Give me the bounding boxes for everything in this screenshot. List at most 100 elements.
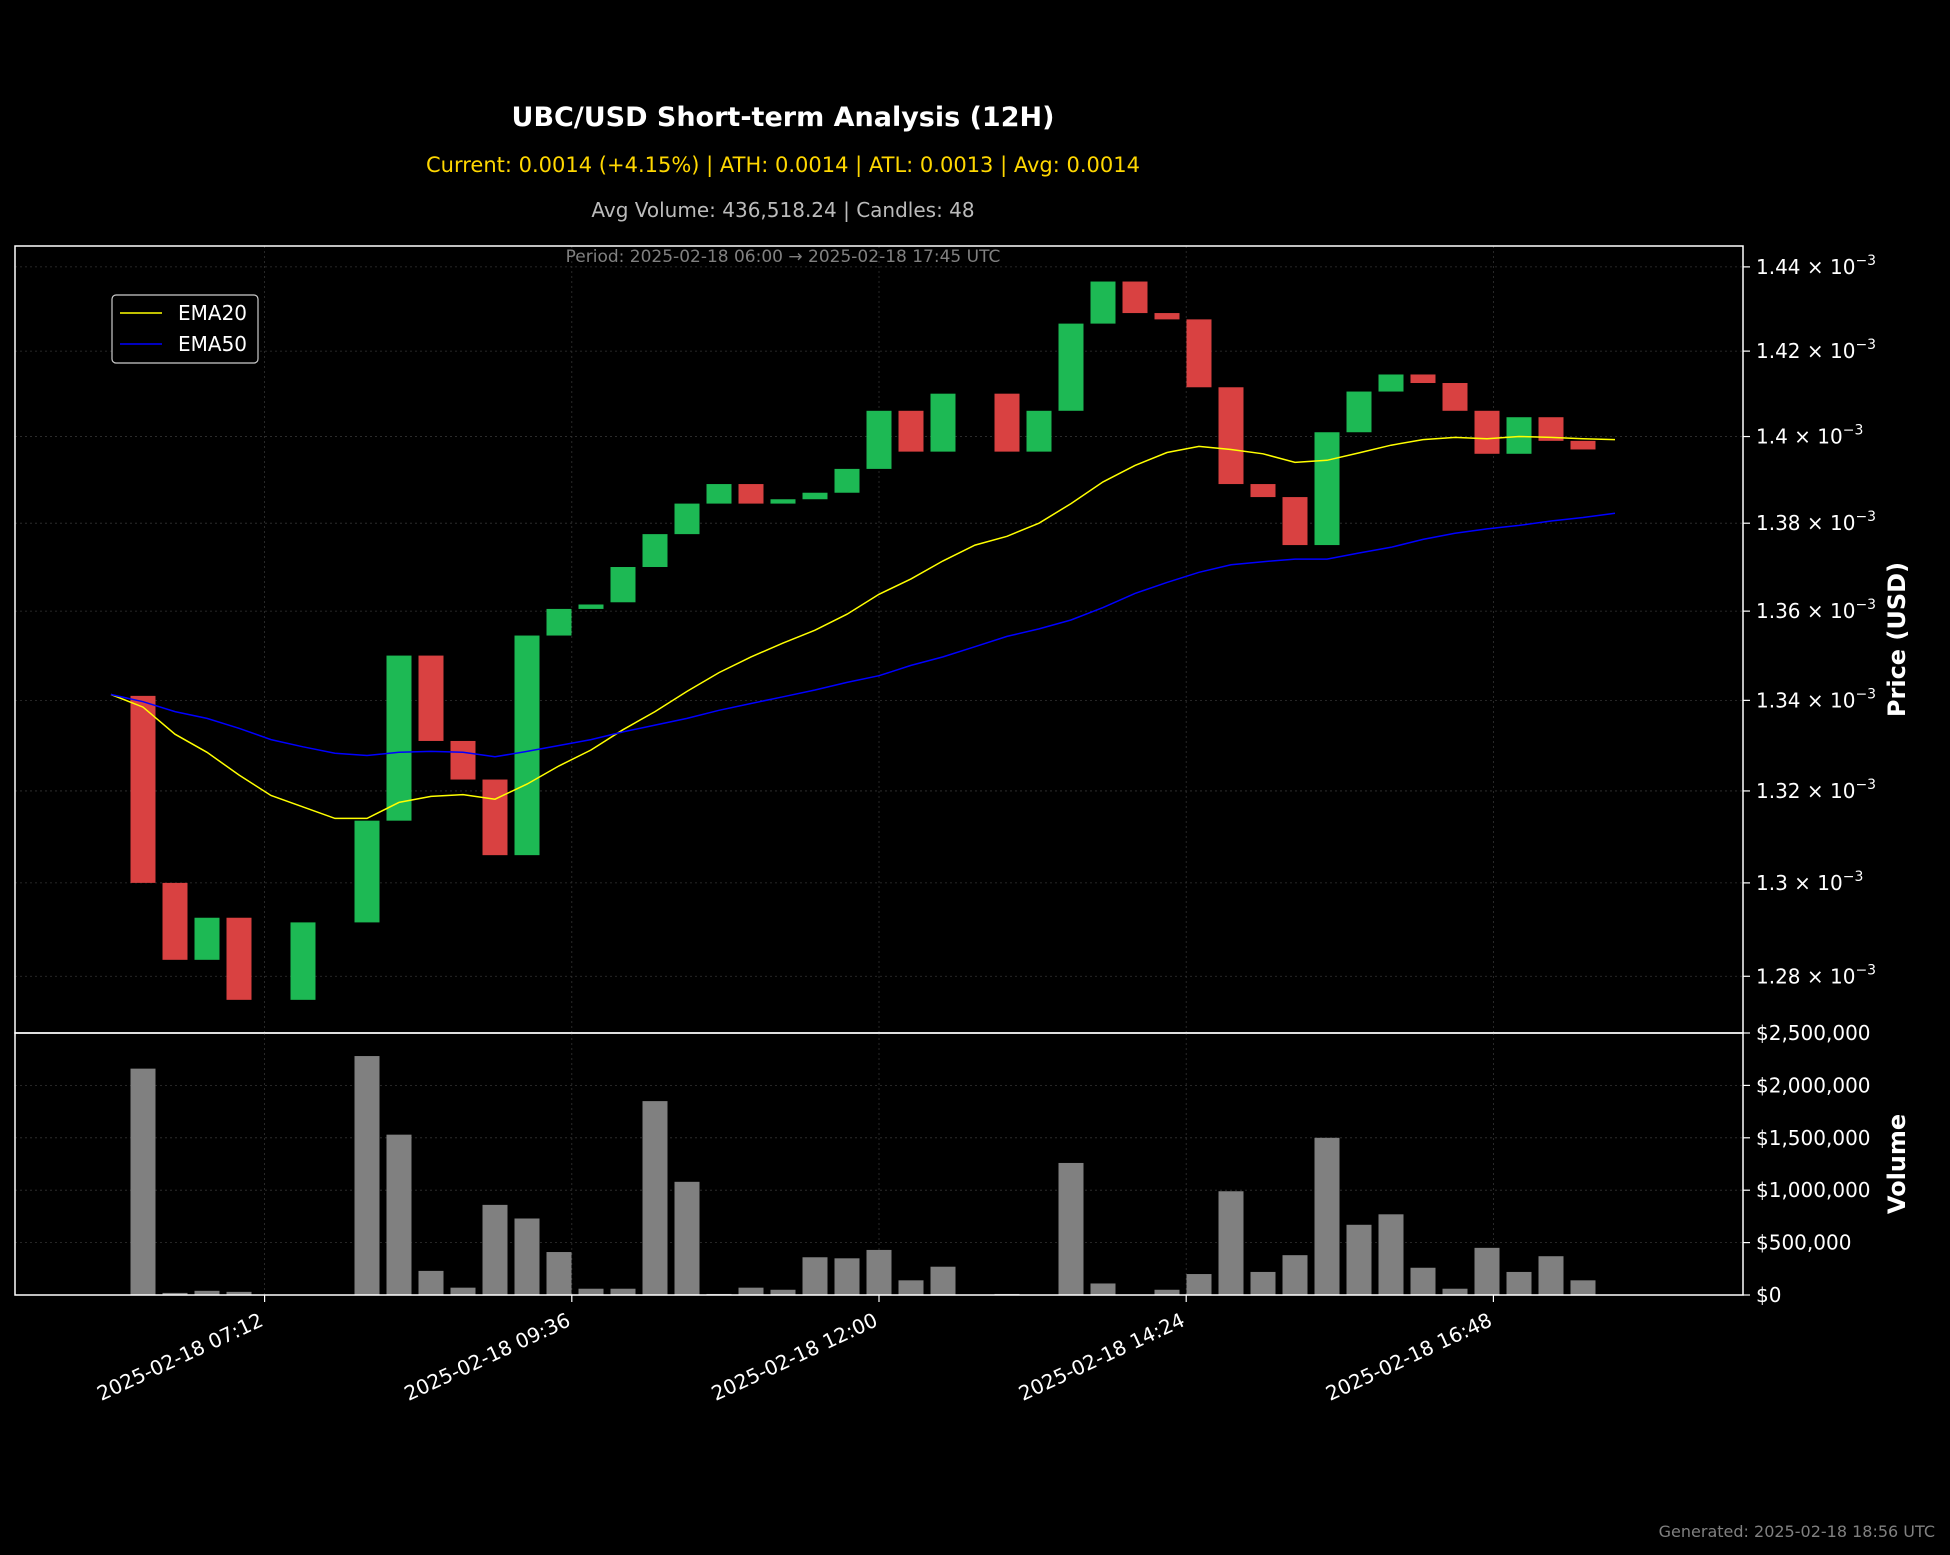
price-grid	[15, 266, 1743, 977]
volume-bars-layer	[130, 1056, 1596, 1295]
volume-axis-ticks: $0 $500,000 $1,000,000 $1,500,000 $2,000,000…	[1743, 1021, 1871, 1307]
candle	[578, 604, 604, 609]
legend-box	[111, 294, 259, 364]
volume-bar	[1282, 1255, 1308, 1295]
candle	[1090, 281, 1116, 324]
candle	[290, 922, 316, 1000]
volume-bar	[130, 1068, 156, 1295]
volume-bar	[546, 1252, 572, 1295]
candle	[1506, 417, 1532, 454]
candle	[450, 740, 476, 780]
volume-bar	[642, 1101, 668, 1295]
candle	[1474, 410, 1500, 454]
stats-subtitle: Current: 0.0014 (+4.15%) | ATH: 0.0014 |…	[426, 153, 1140, 178]
candle	[866, 410, 892, 469]
price-axis-label: Price (USD)	[1883, 562, 1911, 717]
candle	[1570, 440, 1596, 450]
volume-bar	[834, 1258, 860, 1295]
candle	[130, 695, 156, 883]
volume-bar	[770, 1289, 796, 1295]
volume-bar	[610, 1288, 636, 1295]
candle	[1378, 374, 1404, 392]
candle	[482, 779, 508, 856]
candle	[1442, 383, 1468, 411]
price-tick-label: 1.3 × 10−3	[1756, 869, 1863, 895]
candle	[674, 503, 700, 535]
candle	[834, 468, 860, 493]
volume-bar	[1154, 1289, 1180, 1295]
volume-bar	[194, 1290, 220, 1295]
generated-footer: Generated: 2025-02-18 18:56 UTC	[1659, 1522, 1935, 1541]
volume-bar	[1058, 1162, 1084, 1295]
candle	[354, 820, 380, 923]
candle	[226, 917, 252, 1000]
volume-bar	[1346, 1224, 1372, 1295]
candle	[1538, 417, 1564, 441]
volume-bar	[1090, 1283, 1116, 1295]
candle	[642, 534, 668, 568]
period-label: Period: 2025-02-18 06:00 → 2025-02-18 17…	[566, 247, 1001, 267]
volume-subtitle: Avg Volume: 436,518.24 | Candles: 48	[591, 198, 974, 222]
price-tick-label: 1.28 × 10−3	[1756, 962, 1876, 988]
price-tick-label: 1.34 × 10−3	[1756, 686, 1876, 712]
candle	[418, 655, 444, 741]
price-axis-ticks: 1.28 × 10−3 1.3 × 10−3 1.32 × 10−3 1.34 × 1…	[1743, 253, 1876, 988]
candle	[162, 882, 188, 960]
volume-bar	[1442, 1288, 1468, 1295]
candle	[514, 635, 540, 856]
candle	[1058, 323, 1084, 411]
time-grid-volume	[264, 1033, 1494, 1295]
volume-tick-label: $500,000	[1756, 1231, 1851, 1255]
candle	[930, 393, 956, 452]
volume-bar	[1314, 1137, 1340, 1295]
volume-bar	[1570, 1280, 1596, 1295]
candle	[386, 655, 412, 821]
candle	[1314, 432, 1340, 546]
volume-tick-label: $2,000,000	[1756, 1073, 1871, 1097]
price-tick-label: 1.32 × 10−3	[1756, 777, 1876, 803]
volume-bar	[898, 1280, 924, 1295]
candle	[1154, 313, 1180, 320]
volume-bar	[1506, 1271, 1532, 1295]
candle	[1250, 484, 1276, 498]
volume-bar	[1250, 1271, 1276, 1295]
candle	[610, 567, 636, 603]
volume-tick-label: $1,500,000	[1756, 1126, 1871, 1150]
candle	[1218, 387, 1244, 485]
volume-bar	[1218, 1191, 1244, 1295]
volume-bar	[738, 1287, 764, 1295]
volume-bar	[1186, 1274, 1212, 1295]
volume-bar	[674, 1181, 700, 1295]
volume-axis-label: Volume	[1883, 1114, 1911, 1214]
volume-bar	[226, 1291, 252, 1295]
volume-bar	[386, 1134, 412, 1295]
chart-title: UBC/USD Short-term Analysis (12H)	[512, 102, 1055, 133]
candle	[802, 492, 828, 500]
volume-bar	[930, 1266, 956, 1295]
volume-bar	[514, 1218, 540, 1295]
volume-bar	[866, 1249, 892, 1295]
candle	[194, 917, 220, 960]
price-tick-label: 1.42 × 10−3	[1756, 337, 1876, 363]
volume-panel: $0 $500,000 $1,000,000 $1,500,000 $2,000,000…	[14, 1021, 1911, 1307]
candle	[1186, 319, 1212, 388]
candle	[706, 484, 732, 504]
candle	[1122, 281, 1148, 314]
volume-bar	[1378, 1214, 1404, 1295]
ema50-line	[110, 512, 1616, 758]
legend-label-ema20: EMA20	[178, 301, 247, 325]
legend-label-ema50: EMA50	[178, 332, 247, 356]
candle	[994, 393, 1020, 452]
ema20-line	[110, 435, 1616, 820]
candle	[738, 484, 764, 504]
volume-tick-label: $1,000,000	[1756, 1178, 1871, 1202]
candle	[1346, 391, 1372, 433]
volume-bar	[450, 1287, 476, 1295]
candle	[1026, 410, 1052, 452]
candle	[770, 499, 796, 504]
candle	[546, 608, 572, 636]
volume-bar	[1474, 1247, 1500, 1295]
price-tick-label: 1.44 × 10−3	[1756, 253, 1876, 279]
